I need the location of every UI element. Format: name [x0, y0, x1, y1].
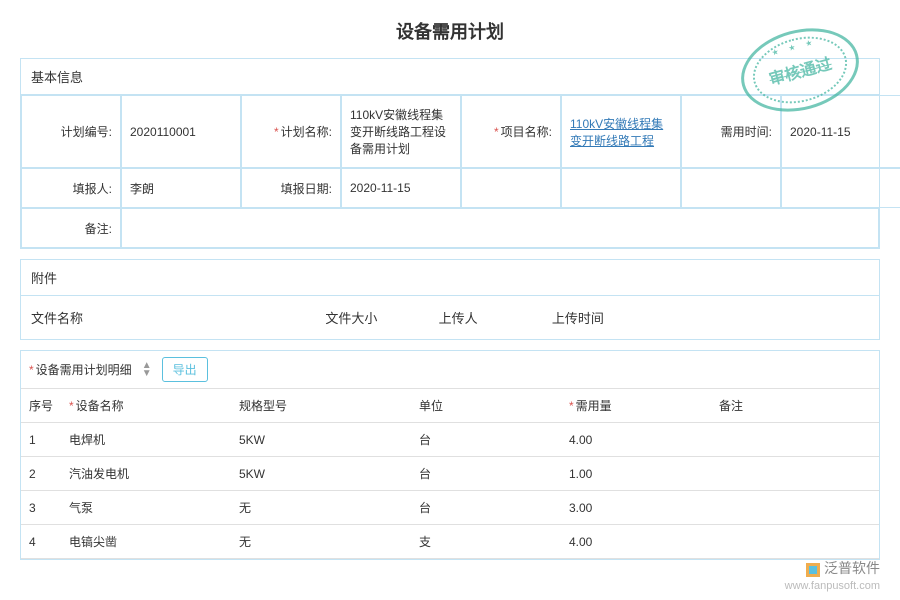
label-plan-no: 计划编号:	[21, 95, 121, 168]
value-plan-no: 2020110001	[121, 95, 241, 168]
cell-unit: 支	[411, 525, 561, 559]
value-report-date: 2020-11-15	[341, 168, 461, 208]
cell-spec: 无	[231, 525, 411, 559]
label-need-time: 需用时间:	[681, 95, 781, 168]
th-remark: 备注	[711, 389, 879, 423]
table-row: 3气泵无台3.00	[21, 491, 879, 525]
cell-seq: 1	[21, 423, 61, 457]
cell-unit: 台	[411, 457, 561, 491]
attachment-header: 附件	[21, 260, 879, 296]
label-reporter: 填报人:	[21, 168, 121, 208]
cell-unit: 台	[411, 423, 561, 457]
export-button[interactable]: 导出	[162, 357, 208, 382]
detail-table: 序号 设备名称 规格型号 单位 需用量 备注 1电焊机5KW台4.002汽油发电…	[21, 388, 879, 559]
col-uploader: 上传人	[439, 308, 552, 327]
table-row: 1电焊机5KW台4.00	[21, 423, 879, 457]
table-row: 2汽油发电机5KW台1.00	[21, 457, 879, 491]
cell-name: 汽油发电机	[61, 457, 231, 491]
cell-qty: 1.00	[561, 457, 711, 491]
th-name: 设备名称	[61, 389, 231, 423]
cell-qty: 3.00	[561, 491, 711, 525]
table-row: 4电镐尖凿无支4.00	[21, 525, 879, 559]
cell-remark	[711, 423, 879, 457]
cell-spec: 5KW	[231, 423, 411, 457]
cell-spec: 5KW	[231, 457, 411, 491]
value-need-time: 2020-11-15	[781, 95, 900, 168]
logo-icon	[806, 563, 820, 577]
basic-info-section: 基本信息 计划编号: 2020110001 计划名称: 110kV安徽线程集变开…	[20, 58, 880, 249]
cell-qty: 4.00	[561, 423, 711, 457]
cell-remark	[711, 525, 879, 559]
detail-section: 设备需用计划明细 ▲▼ 导出 序号 设备名称 规格型号 单位 需用量 备注 1电…	[20, 350, 880, 560]
cell-seq: 2	[21, 457, 61, 491]
project-name-link[interactable]: 110kV安徽线程集变开断线路工程	[570, 115, 672, 149]
cell-seq: 3	[21, 491, 61, 525]
label-report-date: 填报日期:	[241, 168, 341, 208]
label-plan-name: 计划名称:	[241, 95, 341, 168]
cell-unit: 台	[411, 491, 561, 525]
th-unit: 单位	[411, 389, 561, 423]
sort-icon[interactable]: ▲▼	[142, 362, 152, 378]
col-filesize: 文件大小	[325, 308, 438, 327]
value-plan-name: 110kV安徽线程集变开断线路工程设备需用计划	[341, 95, 461, 168]
value-reporter: 李朗	[121, 168, 241, 208]
page-title: 设备需用计划	[0, 0, 900, 58]
cell-seq: 4	[21, 525, 61, 559]
col-filename: 文件名称	[31, 308, 325, 327]
watermark-url: www.fanpusoft.com	[785, 579, 880, 594]
value-project-name: 110kV安徽线程集变开断线路工程	[561, 95, 681, 168]
th-seq: 序号	[21, 389, 61, 423]
label-remark: 备注:	[21, 208, 121, 248]
cell-name: 电镐尖凿	[61, 525, 231, 559]
th-spec: 规格型号	[231, 389, 411, 423]
value-remark	[121, 208, 879, 248]
watermark: 泛普软件 www.fanpusoft.com	[785, 559, 880, 594]
cell-name: 气泵	[61, 491, 231, 525]
cell-remark	[711, 457, 879, 491]
watermark-brand: 泛普软件	[824, 560, 880, 576]
cell-remark	[711, 491, 879, 525]
cell-name: 电焊机	[61, 423, 231, 457]
cell-qty: 4.00	[561, 525, 711, 559]
basic-info-header: 基本信息	[21, 59, 879, 95]
cell-spec: 无	[231, 491, 411, 525]
th-qty: 需用量	[561, 389, 711, 423]
attachment-section: 附件 文件名称 文件大小 上传人 上传时间	[20, 259, 880, 340]
col-uploadtime: 上传时间	[552, 308, 711, 327]
detail-title: 设备需用计划明细	[29, 361, 132, 378]
label-project-name: 项目名称:	[461, 95, 561, 168]
